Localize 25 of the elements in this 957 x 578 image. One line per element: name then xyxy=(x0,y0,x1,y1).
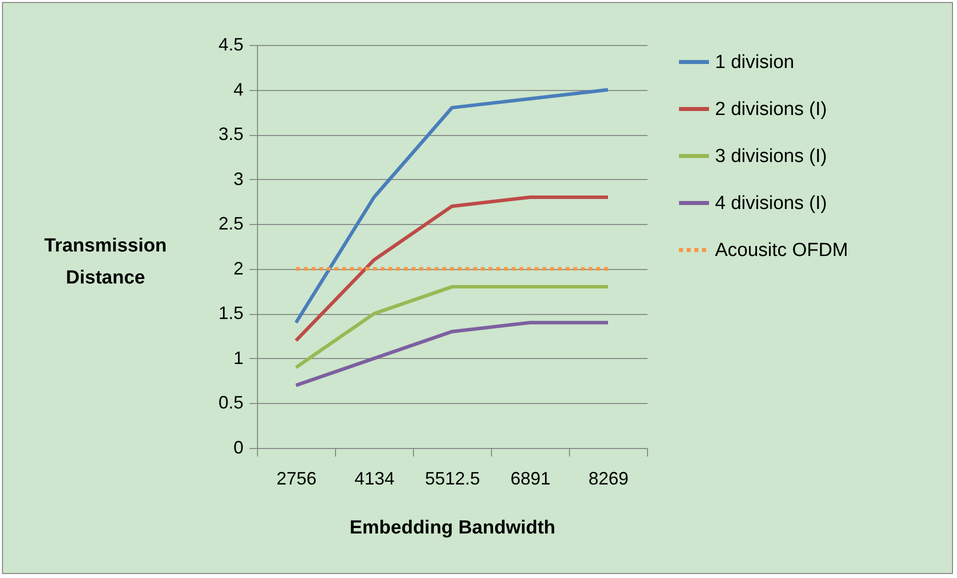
legend-label: 1 division xyxy=(715,52,794,73)
y-tick-label: 2.5 xyxy=(218,214,244,234)
y-tick-label: 2 xyxy=(233,258,244,278)
legend-label: 4 divisions (I) xyxy=(715,193,827,214)
legend-label: Acousitc OFDM xyxy=(715,240,848,261)
y-axis-title: Transmission Distance xyxy=(44,236,167,288)
x-tick-label: 4134 xyxy=(354,468,395,488)
y-tick-label: 1 xyxy=(233,348,244,368)
y-tick-label: 3 xyxy=(233,168,244,189)
y-tick-label: 0 xyxy=(233,438,244,458)
line-series xyxy=(294,195,610,342)
y-tick-label: 4 xyxy=(233,79,244,100)
y-tick-label: 1.5 xyxy=(218,303,244,324)
line-series xyxy=(294,88,610,324)
x-tick-label: 8269 xyxy=(588,468,629,488)
line-series xyxy=(294,320,610,388)
x-tick-label: 6891 xyxy=(510,468,551,488)
y-tick-label: 3.5 xyxy=(218,124,244,144)
x-tick-label: 2756 xyxy=(276,468,317,488)
legend-label: 3 divisions (I) xyxy=(715,146,827,167)
legend-label: 2 divisions (I) xyxy=(715,99,827,120)
x-tick-label: 5512.5 xyxy=(424,468,480,488)
x-axis-title: Embedding Bandwidth xyxy=(350,518,556,538)
y-tick-label: 4.5 xyxy=(218,34,244,54)
y-tick-label: 0.5 xyxy=(218,392,244,413)
